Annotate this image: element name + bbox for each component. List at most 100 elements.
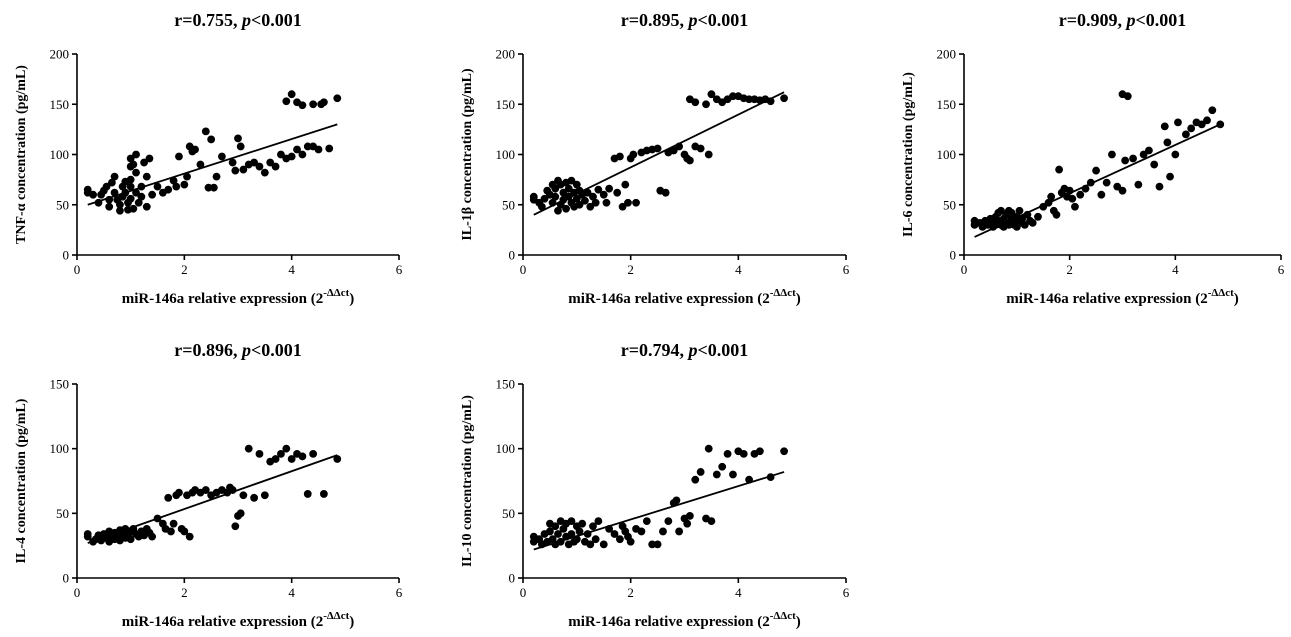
y-tick-label: 0 bbox=[950, 248, 957, 263]
data-point bbox=[180, 180, 189, 189]
y-axis-label: IL-1β concentration (pg/mL) bbox=[460, 68, 475, 241]
data-point bbox=[134, 198, 143, 207]
scatter-panel-3: 0 2 4 6 0 50 100 150 200 r=0.909, p<0.001 miR-146a… bbox=[901, 10, 1285, 307]
scatter-panel-1: 0 2 4 6 0 50 100 150 200 r=0.755, p<0.001 miR-146a… bbox=[14, 10, 403, 307]
y-tick-label: 0 bbox=[509, 248, 516, 263]
data-point bbox=[599, 190, 608, 199]
title-p-symbol: p bbox=[1124, 10, 1135, 30]
data-point bbox=[739, 449, 748, 458]
data-point bbox=[239, 491, 248, 500]
data-point bbox=[564, 184, 573, 193]
title-p-symbol: p bbox=[240, 10, 251, 30]
data-point bbox=[624, 198, 632, 207]
panel-title: r=0.794, p<0.001 bbox=[621, 340, 749, 360]
data-point bbox=[1020, 220, 1029, 229]
data-point bbox=[207, 135, 216, 144]
data-point bbox=[599, 540, 608, 549]
title-p-symbol: p bbox=[240, 340, 251, 360]
x-tick-label: 0 bbox=[74, 262, 81, 277]
data-point bbox=[148, 532, 157, 541]
x-tick-label: 6 bbox=[1278, 262, 1285, 277]
data-point bbox=[333, 455, 342, 463]
data-point bbox=[142, 172, 151, 181]
data-point bbox=[1052, 210, 1061, 219]
data-point bbox=[218, 152, 226, 161]
data-point bbox=[83, 532, 92, 541]
y-tick-label: 50 bbox=[56, 506, 69, 521]
data-point bbox=[551, 184, 560, 193]
data-point bbox=[129, 204, 138, 213]
data-point bbox=[132, 168, 140, 177]
x-label-superscript: -ΔΔct bbox=[323, 610, 349, 622]
data-point bbox=[185, 532, 194, 541]
x-tick-label: 6 bbox=[843, 585, 850, 600]
x-label-main: miR-146a relative expression (2 bbox=[1006, 291, 1208, 307]
data-point bbox=[1068, 194, 1077, 203]
data-point bbox=[201, 127, 210, 136]
data-point bbox=[575, 527, 584, 536]
data-point bbox=[672, 496, 681, 505]
x-label-close: ) bbox=[349, 291, 354, 307]
data-point bbox=[572, 194, 581, 203]
x-tick-label: 6 bbox=[396, 262, 403, 277]
data-point bbox=[1155, 182, 1164, 191]
data-point bbox=[105, 202, 114, 211]
x-tick-label: 4 bbox=[735, 585, 742, 600]
y-tick-label: 100 bbox=[50, 147, 70, 162]
data-point bbox=[1129, 154, 1137, 163]
data-point bbox=[1092, 166, 1100, 175]
panel-title: r=0.895, p<0.001 bbox=[621, 10, 749, 30]
data-point bbox=[169, 519, 178, 528]
data-point bbox=[685, 512, 694, 520]
data-point bbox=[562, 204, 570, 213]
title-r-value: r=0.896, bbox=[174, 340, 242, 360]
data-point bbox=[1097, 190, 1106, 199]
data-point bbox=[729, 470, 737, 479]
data-point bbox=[1055, 165, 1063, 174]
data-point bbox=[234, 134, 242, 143]
data-point bbox=[997, 206, 1005, 215]
data-point bbox=[1028, 218, 1037, 227]
data-point bbox=[591, 535, 600, 544]
title-p-value: <0.001 bbox=[697, 340, 748, 360]
title-p-value: <0.001 bbox=[251, 340, 302, 360]
data-point bbox=[1203, 116, 1211, 125]
data-point bbox=[583, 188, 592, 197]
data-point bbox=[1166, 172, 1174, 181]
data-point bbox=[126, 182, 135, 191]
y-tick-label: 100 bbox=[496, 441, 516, 456]
regression-line bbox=[533, 91, 785, 216]
data-point bbox=[314, 145, 323, 154]
data-point bbox=[201, 486, 210, 494]
x-tick-label: 4 bbox=[288, 585, 295, 600]
data-point bbox=[298, 452, 307, 461]
data-point bbox=[745, 95, 753, 104]
data-point bbox=[559, 188, 568, 197]
data-point bbox=[589, 522, 597, 531]
data-point bbox=[723, 449, 732, 458]
data-point bbox=[1197, 120, 1206, 129]
y-tick-label: 100 bbox=[937, 147, 957, 162]
data-point bbox=[282, 97, 291, 106]
regression-line bbox=[974, 123, 1221, 238]
data-point bbox=[145, 154, 154, 163]
data-point bbox=[707, 517, 716, 525]
data-point bbox=[183, 172, 191, 181]
data-point bbox=[1163, 138, 1172, 147]
data-point bbox=[1102, 178, 1111, 187]
data-point bbox=[277, 449, 285, 458]
x-tick-label: 2 bbox=[1066, 262, 1073, 277]
data-point bbox=[1118, 90, 1127, 99]
data-point bbox=[618, 202, 627, 211]
data-point bbox=[287, 90, 296, 99]
x-tick-label: 6 bbox=[843, 262, 850, 277]
y-tick-label: 200 bbox=[50, 47, 70, 62]
data-point bbox=[540, 194, 549, 203]
data-point bbox=[271, 455, 280, 463]
data-point bbox=[244, 444, 253, 453]
title-r-value: r=0.895, bbox=[621, 10, 689, 30]
x-axis-label: miR-146a relative expression (2-ΔΔct) bbox=[568, 287, 801, 307]
data-point bbox=[632, 198, 640, 207]
data-point bbox=[212, 172, 221, 181]
